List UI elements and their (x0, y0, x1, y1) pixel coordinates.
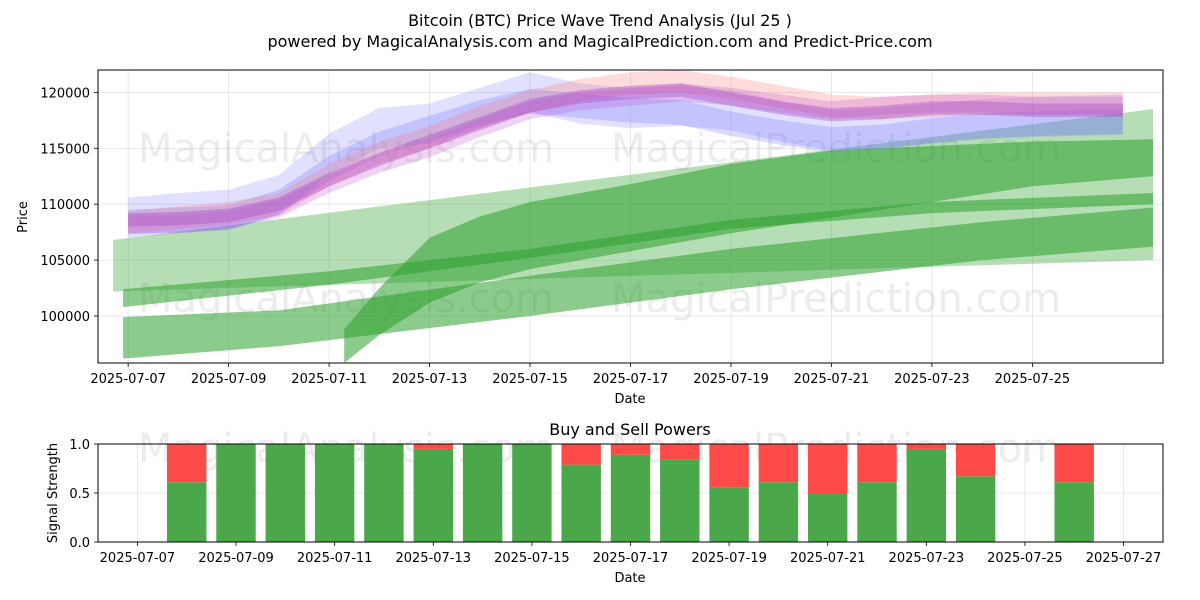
signal-y-tick-label: 1.0 (69, 438, 90, 453)
signal-x-tick-label: 2025-07-25 (987, 551, 1063, 566)
buy-bar (709, 487, 749, 542)
price-x-tick-label: 2025-07-09 (191, 372, 267, 387)
price-x-tick-label: 2025-07-21 (794, 372, 870, 387)
signal-y-ticks: 0.0 0.5 1.0 (69, 438, 98, 551)
sell-bar (709, 444, 749, 488)
signal-x-tick-label: 2025-07-19 (691, 551, 767, 566)
sell-bar (857, 444, 897, 483)
signal-y-tick-label: 0.0 (69, 536, 90, 551)
signal-x-tick-label: 2025-07-27 (1086, 551, 1162, 566)
signal-x-tick-label: 2025-07-23 (889, 551, 965, 566)
sell-bar (906, 444, 946, 449)
sell-bar (610, 444, 651, 455)
price-x-tick-label: 2025-07-17 (593, 372, 669, 387)
buy-bar (610, 454, 651, 542)
buy-bar (314, 444, 355, 542)
price-x-tick-label: 2025-07-07 (90, 372, 166, 387)
price-x-ticks: 2025-07-07 2025-07-09 2025-07-11 2025-07-13… (90, 363, 1070, 387)
signal-x-tick-label: 2025-07-11 (297, 551, 373, 566)
sell-bar (1054, 444, 1094, 483)
wave-band-0 (128, 72, 1123, 238)
sell-bar (808, 444, 848, 493)
signal-x-tick-label: 2025-07-13 (395, 551, 471, 566)
price-y-ticks: 100000 105000 110000 115000 120000 (40, 86, 98, 325)
buy-bar (364, 444, 404, 542)
price-x-tick-label: 2025-07-15 (492, 372, 568, 387)
buy-bar (512, 444, 552, 542)
buy-bar (906, 448, 946, 542)
sell-bar (955, 444, 996, 477)
price-bands (113, 70, 1154, 363)
signal-x-tick-label: 2025-07-17 (593, 551, 669, 566)
buy-bar (758, 482, 799, 542)
buy-bar (265, 444, 305, 542)
buy-bar (413, 448, 453, 542)
price-x-tick-label: 2025-07-19 (693, 372, 769, 387)
buy-bar (955, 476, 996, 542)
signal-x-axis-title: Date (614, 571, 645, 586)
buy-bar (1054, 482, 1094, 542)
price-x-tick-label: 2025-07-11 (291, 372, 367, 387)
signal-x-tick-label: 2025-07-21 (790, 551, 866, 566)
signal-x-tick-label: 2025-07-09 (198, 551, 274, 566)
price-y-axis-title: Price (16, 201, 31, 233)
signal-x-tick-label: 2025-07-07 (100, 551, 176, 566)
price-y-tick-label: 120000 (40, 86, 90, 101)
price-y-tick-label: 100000 (40, 310, 90, 325)
sell-bar (167, 444, 207, 483)
buy-bar (167, 482, 207, 542)
sell-bar (660, 444, 700, 460)
watermark-text: MagicalAnalysis.com (138, 126, 554, 172)
signal-chart-title: Buy and Sell Powers (549, 420, 711, 439)
signal-bars (167, 444, 1094, 542)
buy-bar (660, 459, 700, 542)
price-y-tick-label: 115000 (40, 142, 90, 157)
price-x-axis-title: Date (614, 392, 645, 407)
buy-bar (808, 493, 848, 542)
chart-subtitle: powered by MagicalAnalysis.com and Magic… (267, 32, 932, 51)
sell-bar (413, 444, 453, 449)
trend-band-3 (344, 139, 1153, 363)
trend-band-2 (123, 193, 1154, 308)
buy-bar (857, 482, 897, 542)
buy-bar (216, 444, 256, 542)
price-x-tick-label: 2025-07-13 (392, 372, 468, 387)
sell-bar (561, 444, 601, 465)
signal-x-ticks: 2025-07-07 2025-07-09 2025-07-11 2025-07-13… (100, 542, 1162, 566)
signal-chart: Buy and Sell Powers MagicalAnalysis.comM… (46, 420, 1164, 586)
signal-x-tick-label: 2025-07-15 (494, 551, 570, 566)
wave-band-3 (128, 83, 1123, 227)
chart-title: Bitcoin (BTC) Price Wave Trend Analysis … (408, 11, 792, 30)
wave-band-2 (128, 70, 1123, 234)
signal-y-axis-title: Signal Strength (46, 443, 61, 543)
price-y-tick-label: 110000 (40, 198, 90, 213)
price-chart: MagicalAnalysis.com MagicalPrediction.com… (16, 69, 1164, 407)
buy-bar (462, 444, 503, 542)
buy-bar (561, 464, 601, 542)
signal-y-tick-label: 0.5 (69, 487, 90, 502)
price-x-tick-label: 2025-07-23 (894, 372, 970, 387)
wave-band-4 (128, 83, 1123, 234)
sell-bar (758, 444, 799, 483)
price-y-tick-label: 105000 (40, 254, 90, 269)
price-x-tick-label: 2025-07-25 (995, 372, 1071, 387)
wave-band-1 (128, 89, 1123, 235)
